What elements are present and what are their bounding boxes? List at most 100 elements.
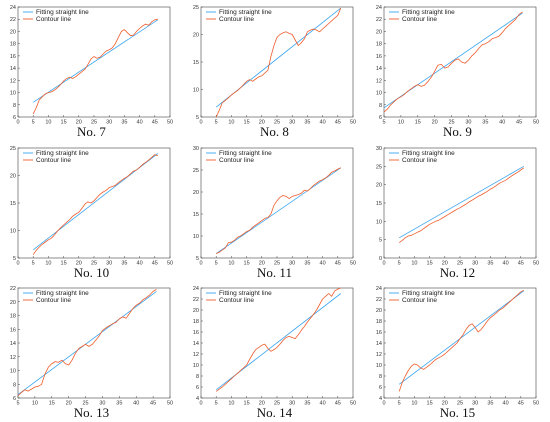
- x-tick-label: 10: [411, 401, 417, 407]
- y-tick-label: 16: [10, 54, 16, 60]
- x-tick-label: 5: [215, 401, 218, 407]
- y-tick-label: 20: [10, 174, 16, 180]
- y-tick-label: 15: [193, 60, 199, 66]
- y-tick-label: 20: [376, 308, 382, 314]
- legend-label-contour: Contour line: [36, 16, 71, 23]
- chart-panel: 0 5 10 15 20 25 30 35 40 45 50 4 6 8 10 12 14 16 18 20 22 24 F…: [193, 286, 356, 407]
- legend-label-contour: Contour line: [219, 297, 254, 304]
- x-tick-label: 10: [411, 261, 417, 267]
- x-tick-label: 25: [274, 401, 280, 407]
- y-tick-label: 10: [193, 363, 199, 369]
- x-tick-label: 35: [304, 401, 310, 407]
- y-tick-label: 12: [10, 78, 16, 84]
- x-tick-label: 20: [259, 401, 265, 407]
- x-tick-label: 5: [16, 401, 19, 407]
- y-tick-label: 6: [196, 385, 199, 391]
- legend-label-contour: Contour line: [36, 297, 71, 304]
- x-tick-label: 50: [350, 401, 356, 407]
- x-tick-label: 20: [442, 401, 448, 407]
- y-tick-label: 15: [193, 212, 199, 218]
- y-tick-label: 8: [13, 103, 16, 109]
- chart-panel: 5 10 15 20 25 30 35 40 45 50 6 8 10 12 14 16 18 20 22 24 Fit…: [376, 5, 539, 126]
- x-tick-label: 45: [335, 120, 341, 126]
- y-tick-label: 14: [10, 341, 16, 347]
- x-tick-label: 30: [472, 261, 478, 267]
- y-tick-label: 10: [376, 219, 382, 225]
- y-tick-label: 22: [193, 297, 199, 303]
- x-tick-label: 20: [442, 261, 448, 267]
- x-tick-label: 40: [503, 261, 509, 267]
- legend-label-contour: Contour line: [219, 157, 254, 164]
- y-tick-label: 20: [193, 190, 199, 196]
- panel-caption: No. 10: [73, 265, 110, 280]
- y-tick-label: 10: [376, 363, 382, 369]
- y-tick-label: 16: [376, 54, 382, 60]
- plot-frame: [383, 287, 537, 399]
- x-tick-label: 15: [244, 120, 250, 126]
- x-tick-label: 45: [335, 401, 341, 407]
- chart-panel: 0 5 10 15 20 25 30 35 40 45 50 0 5 10 15 20 25 30 Fitting …: [376, 146, 539, 267]
- y-tick-label: 8: [379, 103, 382, 109]
- x-tick-label: 20: [259, 120, 265, 126]
- y-tick-label: 25: [10, 146, 16, 152]
- chart-panel: 5 10 15 20 25 30 35 40 45 50 6 8 10 12 14 16 18 20 22 Fitti…: [10, 286, 173, 407]
- x-tick-label: 30: [472, 401, 478, 407]
- x-tick-label: 10: [45, 120, 51, 126]
- legend-label-contour: Contour line: [402, 157, 437, 164]
- plot-frame: [200, 6, 354, 118]
- legend-label-fit: Fitting straight line: [219, 150, 272, 157]
- x-tick-label: 15: [61, 261, 67, 267]
- x-tick-label: 45: [516, 120, 522, 126]
- legend-label-fit: Fitting straight line: [36, 9, 89, 16]
- fitting-line-series: [215, 167, 342, 254]
- plot-frame: [383, 6, 537, 118]
- x-tick-label: 25: [274, 261, 280, 267]
- fitting-line-series: [398, 290, 525, 385]
- x-tick-label: 45: [150, 401, 156, 407]
- y-tick-label: 22: [10, 17, 16, 23]
- x-tick-label: 10: [228, 261, 234, 267]
- contour-line-series: [215, 287, 341, 392]
- chart-panel: 0 5 10 15 20 25 30 35 40 45 50 6 8 10 12 14 16 18 20 22 24 Fi…: [10, 5, 173, 126]
- x-tick-label: 15: [427, 261, 433, 267]
- x-tick-label: 20: [432, 120, 438, 126]
- x-tick-label: 10: [32, 401, 38, 407]
- contour-line-series: [17, 289, 157, 397]
- y-tick-label: 14: [10, 66, 16, 72]
- x-tick-label: 40: [503, 401, 509, 407]
- x-tick-label: 35: [116, 401, 122, 407]
- y-tick-label: 24: [376, 5, 382, 11]
- y-tick-label: 22: [376, 17, 382, 23]
- plot-frame: [200, 147, 354, 259]
- x-tick-label: 15: [244, 261, 250, 267]
- y-tick-label: 22: [10, 286, 16, 292]
- x-tick-label: 25: [457, 401, 463, 407]
- panel-caption: No. 7: [77, 124, 106, 139]
- legend-label-fit: Fitting straight line: [36, 150, 89, 157]
- x-tick-label: 40: [137, 120, 143, 126]
- y-tick-label: 10: [10, 369, 16, 375]
- x-tick-label: 10: [228, 401, 234, 407]
- legend-label-fit: Fitting straight line: [402, 150, 455, 157]
- x-tick-label: 50: [350, 261, 356, 267]
- legend-label-fit: Fitting straight line: [219, 9, 272, 16]
- y-tick-label: 10: [10, 229, 16, 235]
- contour-line-series: [215, 7, 342, 118]
- x-tick-label: 45: [152, 261, 158, 267]
- panel-caption: No. 13: [73, 405, 110, 420]
- y-tick-label: 5: [13, 256, 16, 262]
- y-tick-label: 12: [376, 352, 382, 358]
- x-tick-label: 30: [289, 401, 295, 407]
- y-tick-label: 22: [376, 297, 382, 303]
- x-tick-label: 25: [91, 261, 97, 267]
- x-tick-label: 30: [99, 401, 105, 407]
